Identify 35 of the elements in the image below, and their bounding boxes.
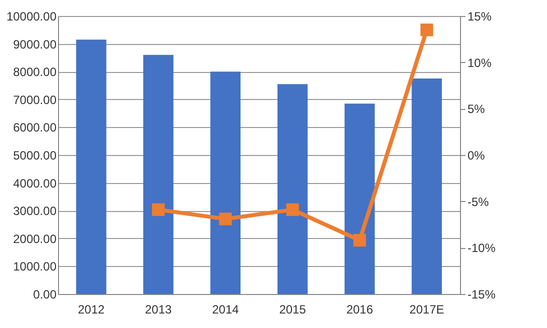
y-tick-label: 3000.00 bbox=[13, 204, 57, 218]
y2-tick-label: 10% bbox=[468, 56, 492, 70]
y-tick-label: 6000.00 bbox=[13, 120, 57, 135]
y-tick-label: 5000.00 bbox=[13, 148, 57, 162]
y2-tick-label: -5% bbox=[468, 194, 490, 209]
point bbox=[219, 212, 232, 226]
y-tick-label: 1000.00 bbox=[13, 260, 57, 274]
point bbox=[152, 203, 165, 216]
y-tick-label: 8000.00 bbox=[13, 65, 57, 80]
x-tick-label: 2016 bbox=[346, 302, 374, 316]
point bbox=[420, 24, 434, 36]
y-tick-label: 4000.00 bbox=[13, 176, 57, 190]
y2-tick-label: 5% bbox=[468, 102, 486, 116]
bar bbox=[143, 54, 174, 294]
x-tick-label: 2013 bbox=[144, 302, 172, 316]
y2-tick-label: -10% bbox=[468, 241, 496, 256]
x-tick-label: 2014 bbox=[212, 302, 240, 316]
y-tick-label: 10000.00 bbox=[6, 10, 57, 24]
y-tick-label: 7000.00 bbox=[13, 92, 57, 107]
x-tick-label: 2015 bbox=[279, 302, 306, 316]
y2-tick-label: 0% bbox=[468, 148, 486, 162]
bar bbox=[412, 78, 442, 294]
point bbox=[353, 234, 366, 247]
point bbox=[286, 203, 299, 216]
y-tick-label: 9000.00 bbox=[13, 37, 57, 52]
y-tick-label: 0.00 bbox=[33, 288, 57, 302]
x-tick-label: 2012 bbox=[78, 302, 105, 316]
bar bbox=[76, 40, 106, 294]
bar bbox=[210, 72, 241, 294]
bar bbox=[344, 104, 375, 294]
x-tick-label: 2017E bbox=[409, 302, 444, 316]
y-tick-label: 2000.00 bbox=[13, 232, 57, 246]
bar bbox=[277, 84, 308, 294]
y2-tick-label: 15% bbox=[468, 10, 492, 24]
y2-tick-label: -15% bbox=[468, 288, 496, 302]
